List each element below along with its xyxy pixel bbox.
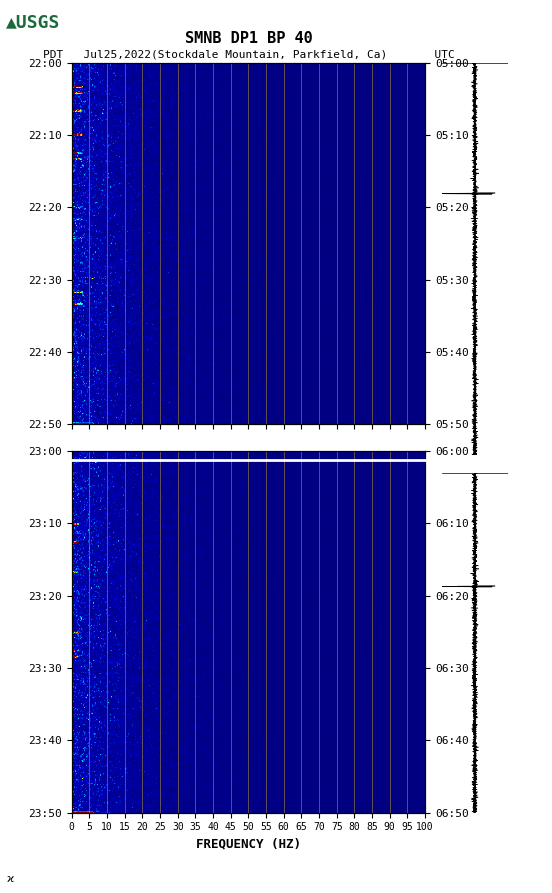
Text: $\mathsf{\varkappa}$: $\mathsf{\varkappa}$ xyxy=(6,874,14,884)
Text: SMNB DP1 BP 40: SMNB DP1 BP 40 xyxy=(184,31,312,46)
X-axis label: FREQUENCY (HZ): FREQUENCY (HZ) xyxy=(196,838,301,851)
Text: ▲USGS: ▲USGS xyxy=(6,13,60,31)
Text: PDT   Jul25,2022(Stockdale Mountain, Parkfield, Ca)       UTC: PDT Jul25,2022(Stockdale Mountain, Parkf… xyxy=(43,49,454,59)
